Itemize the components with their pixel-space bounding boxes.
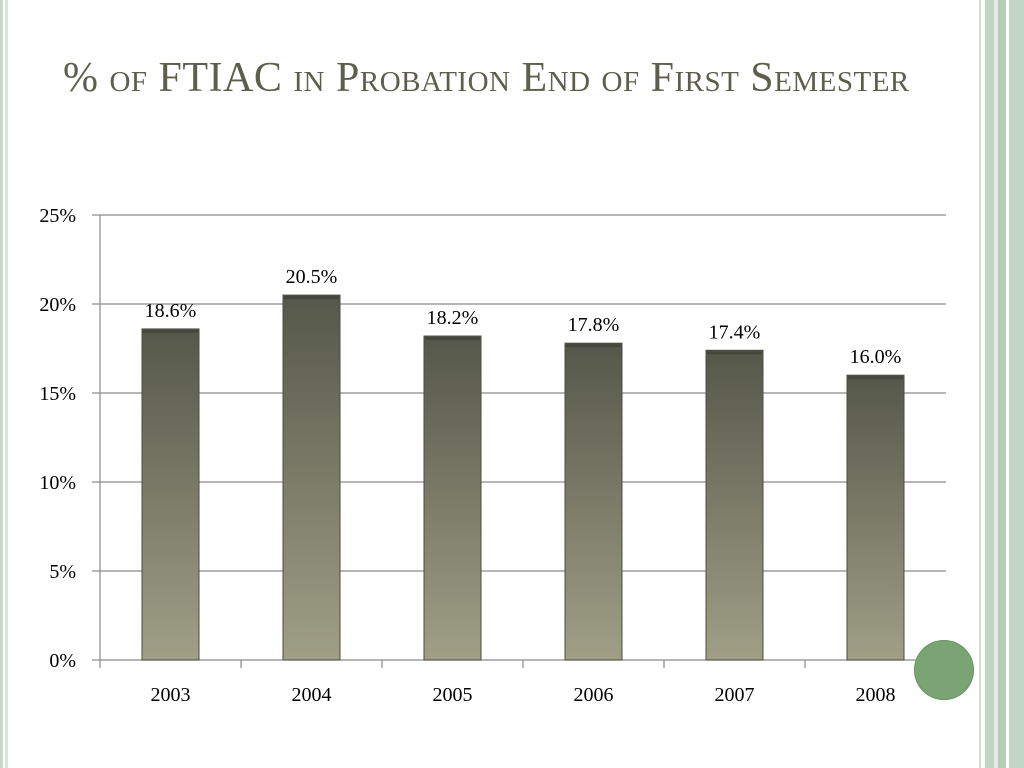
data-label: 18.6% [145,300,197,322]
y-tick-label: 5% [49,561,76,583]
accent-dot [914,640,974,700]
x-tick-label: 2004 [292,684,332,706]
data-label: 17.8% [568,314,620,336]
y-tick-label: 0% [49,650,76,672]
data-label: 16.0% [850,346,902,368]
bar-cap [143,329,198,333]
bars [141,294,905,661]
bar-cap [848,376,903,380]
x-tick-label: 2003 [151,684,191,706]
x-tick-label: 2007 [715,684,755,706]
y-tick-label: 15% [39,383,76,405]
slide-title: % of FTIAC in Probation End of First Sem… [63,55,910,101]
bar-2006 [564,342,623,661]
axes [99,215,947,668]
data-label: 17.4% [709,321,761,343]
bar-cap [566,344,621,348]
x-tick-label: 2006 [574,684,614,706]
bar-2008 [846,374,905,661]
x-tick-labels: 2003 2004 2005 2006 2007 2008 [151,684,896,706]
gridlines [92,214,946,661]
y-tick-label: 10% [39,472,76,494]
bar-2007 [705,349,764,661]
slide-left-border [0,0,8,768]
bar-cap [707,351,762,355]
data-label: 20.5% [286,266,338,288]
y-tick-labels: 0% 5% 10% 15% 20% 25% [39,205,76,672]
x-tick-label: 2008 [856,684,896,706]
x-tick-label: 2005 [433,684,473,706]
bar-cap [284,296,339,300]
slide-right-border [976,0,1024,768]
data-label: 18.2% [427,307,479,329]
bar-2005 [423,335,482,661]
bar-2003 [141,328,200,661]
data-labels: 18.6% 20.5% 18.2% 17.8% 17.4% 16.0% [145,266,902,368]
y-tick-label: 25% [39,205,76,227]
y-tick-label: 20% [39,294,76,316]
bar-cap [425,337,480,341]
bar-2004 [282,294,341,661]
